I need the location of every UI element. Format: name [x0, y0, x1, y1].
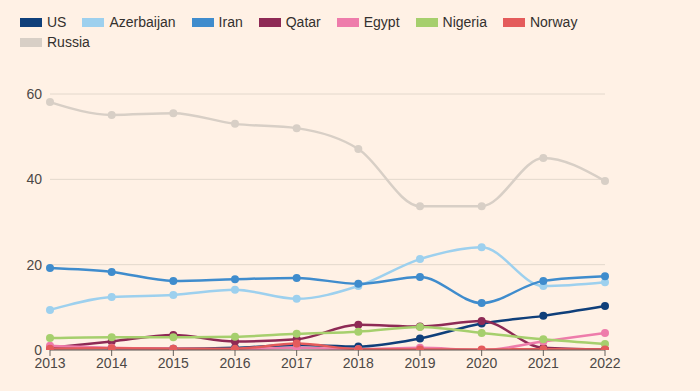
svg-text:2013: 2013 — [34, 354, 66, 371]
svg-text:2017: 2017 — [281, 355, 312, 371]
svg-text:2014: 2014 — [96, 355, 127, 371]
html-text:Egypt: Egypt — [363, 14, 400, 30]
html-text:Nigeria: Nigeria — [442, 14, 487, 30]
svg-text:2021: 2021 — [528, 355, 559, 371]
svg-text:20: 20 — [26, 257, 42, 273]
svg-text:0: 0 — [34, 342, 42, 358]
svg-text:60: 60 — [26, 86, 42, 102]
html-text:Azerbaijan: Azerbaijan — [109, 14, 176, 30]
html-text:Qatar: Qatar — [285, 14, 321, 30]
svg-text:40: 40 — [26, 171, 42, 187]
html-text:US: US — [47, 14, 67, 30]
html-text:Russia: Russia — [47, 34, 90, 50]
svg-text:2020: 2020 — [466, 355, 497, 371]
svg-text:2022: 2022 — [589, 355, 620, 371]
html-text:Norway: Norway — [529, 14, 578, 30]
html-text:Iran: Iran — [218, 14, 243, 30]
svg-text:2016: 2016 — [219, 355, 250, 371]
svg-text:2015: 2015 — [158, 355, 189, 371]
svg-text:2018: 2018 — [343, 355, 374, 371]
svg-text:2019: 2019 — [404, 355, 435, 371]
